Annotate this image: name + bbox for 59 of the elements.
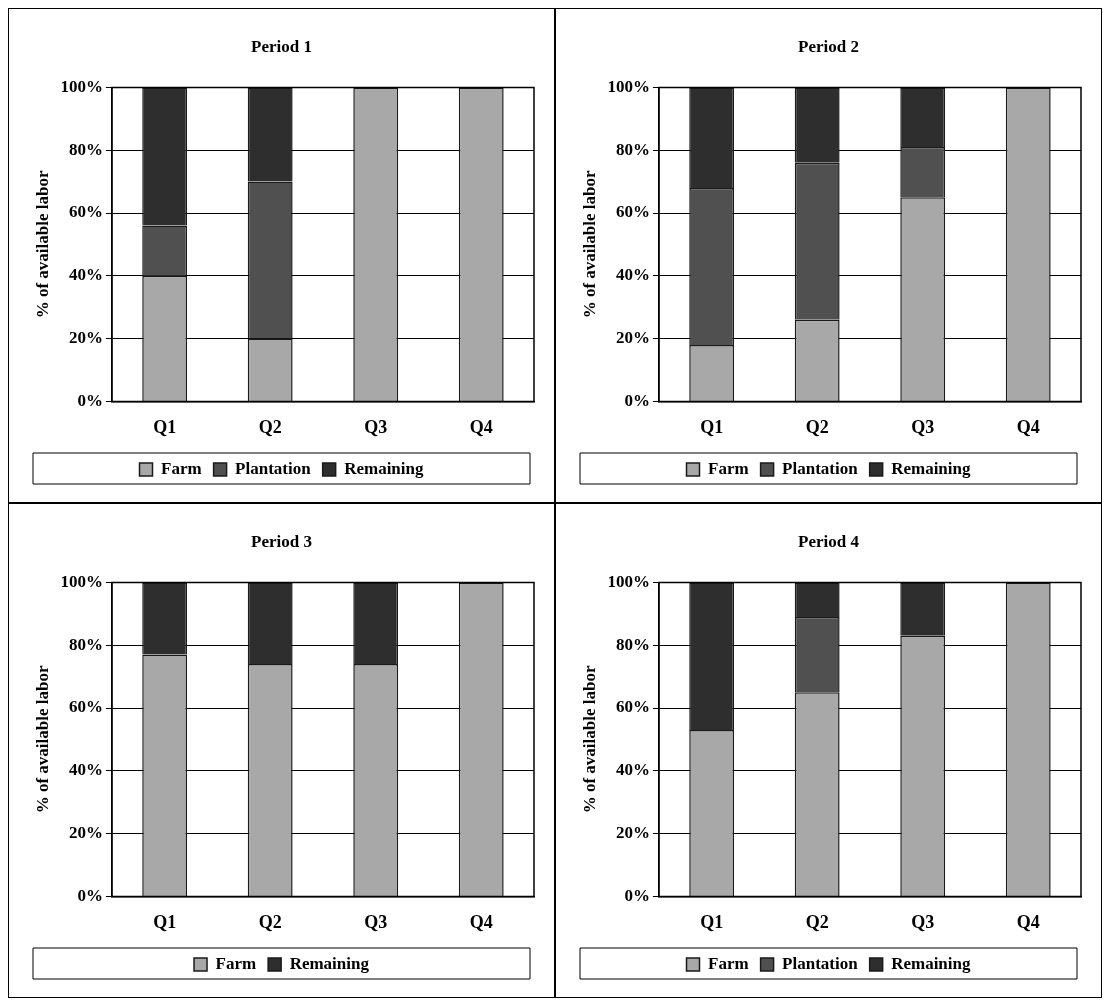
y-tick-label: 0%: [77, 885, 103, 905]
x-tick-label: Q4: [469, 416, 493, 437]
y-axis-title: % of available labor: [579, 170, 599, 319]
legend-label: Plantation: [781, 953, 858, 973]
y-tick-label: 60%: [615, 202, 650, 222]
y-tick-label: 80%: [615, 634, 650, 654]
y-tick-label: 40%: [615, 760, 650, 780]
y-tick-label: 100%: [60, 571, 103, 591]
y-tick-label: 20%: [68, 327, 103, 347]
y-tick-label: 80%: [615, 139, 650, 159]
y-tick-label: 100%: [60, 76, 103, 96]
y-axis-title: % of available labor: [579, 665, 599, 814]
x-tick-label: Q2: [258, 911, 282, 932]
y-tick-label: 40%: [68, 760, 103, 780]
y-axis-title: % of available labor: [32, 170, 52, 319]
x-tick-label: Q1: [153, 416, 177, 437]
x-tick-label: Q1: [699, 911, 723, 932]
legend-label: Farm: [161, 458, 202, 478]
chart-title: Period 2: [797, 36, 859, 56]
y-tick-label: 40%: [68, 265, 103, 285]
legend-label: Remaining: [890, 953, 971, 973]
legend-label: Plantation: [781, 458, 858, 478]
y-tick-label: 0%: [77, 390, 103, 410]
y-tick-label: 80%: [68, 139, 103, 159]
x-tick-label: Q4: [469, 911, 493, 932]
x-tick-label: Q1: [699, 416, 723, 437]
legend-label: Farm: [707, 953, 749, 973]
y-tick-label: 40%: [615, 265, 650, 285]
y-axis-title: % of available labor: [32, 665, 52, 814]
y-tick-label: 60%: [68, 202, 103, 222]
legend-label: Remaining: [890, 458, 971, 478]
y-tick-label: 80%: [68, 634, 103, 654]
legend-label: Remaining: [289, 953, 370, 973]
y-tick-label: 0%: [623, 390, 650, 410]
legend-label: Farm: [707, 458, 749, 478]
x-tick-label: Q2: [805, 911, 829, 932]
x-tick-label: Q4: [1016, 911, 1040, 932]
x-tick-label: Q2: [258, 416, 282, 437]
x-tick-label: Q3: [910, 911, 934, 932]
y-tick-label: 60%: [68, 697, 103, 717]
legend-label: Farm: [215, 953, 257, 973]
chart-title: Period 3: [251, 531, 312, 551]
x-tick-label: Q2: [805, 416, 829, 437]
x-tick-label: Q4: [1016, 416, 1040, 437]
y-tick-label: 0%: [623, 885, 650, 905]
chart-title: Period 1: [251, 36, 312, 56]
legend-label: Plantation: [235, 458, 312, 478]
x-tick-label: Q3: [910, 416, 934, 437]
y-tick-label: 100%: [606, 76, 650, 96]
x-tick-label: Q3: [364, 416, 388, 437]
y-tick-label: 100%: [606, 571, 650, 591]
x-tick-label: Q1: [153, 911, 177, 932]
chart-title: Period 4: [797, 531, 859, 551]
y-tick-label: 20%: [68, 822, 103, 842]
y-tick-label: 20%: [615, 822, 650, 842]
x-tick-label: Q3: [364, 911, 388, 932]
y-tick-label: 60%: [615, 697, 650, 717]
legend-label: Remaining: [344, 458, 424, 478]
y-tick-label: 20%: [615, 327, 650, 347]
